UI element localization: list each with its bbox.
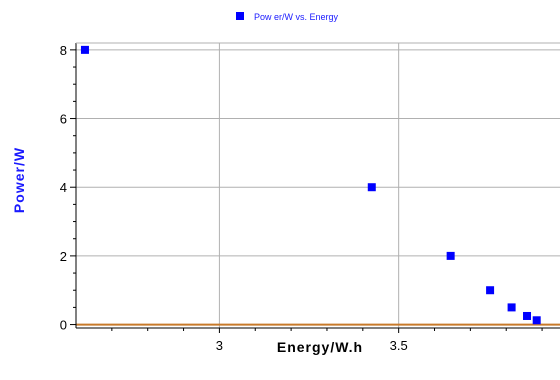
legend: Pow er/W vs. Energy xyxy=(236,12,339,22)
y-tick-label: 4 xyxy=(60,180,67,195)
x-tick-label: 3.5 xyxy=(390,338,408,353)
x-tick-label: 3 xyxy=(216,338,223,353)
legend-marker xyxy=(236,12,244,20)
data-point xyxy=(80,45,89,54)
y-tick-label: 6 xyxy=(60,112,67,127)
data-point xyxy=(523,311,532,320)
y-tick-label: 2 xyxy=(60,249,67,264)
data-point xyxy=(367,183,376,192)
data-point xyxy=(507,303,516,312)
data-points xyxy=(80,45,541,325)
x-axis-title: Energy/W.h xyxy=(277,339,363,355)
axes xyxy=(75,42,560,329)
ticks: 3 3.5 0 2 4 6 8 xyxy=(60,43,543,353)
data-point xyxy=(486,286,495,295)
y-tick-label: 0 xyxy=(60,318,67,333)
gridlines xyxy=(76,43,560,328)
y-tick-label: 8 xyxy=(60,43,67,58)
data-point xyxy=(532,316,541,325)
legend-label: Pow er/W vs. Energy xyxy=(254,12,339,22)
y-axis-title: Power/W xyxy=(11,147,27,213)
data-point xyxy=(446,251,455,260)
